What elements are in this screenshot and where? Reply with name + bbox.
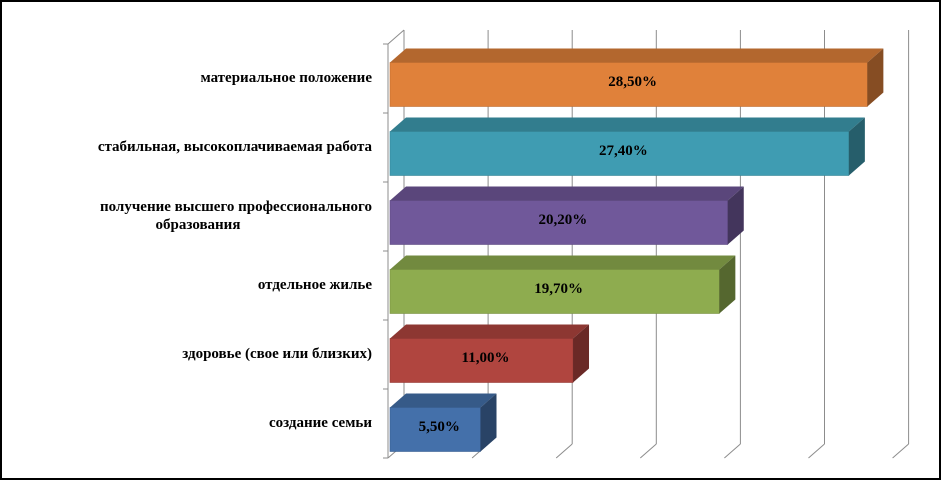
- category-label: получение высшего профессионального: [100, 199, 372, 215]
- data-label: 27,40%: [599, 143, 648, 159]
- gridline-depth: [555, 443, 573, 459]
- bar-side: [867, 48, 884, 107]
- bar-top: [390, 393, 497, 408]
- bar: [389, 200, 729, 245]
- bar-side: [719, 255, 736, 314]
- bar-side: [727, 186, 744, 245]
- bar-top: [390, 117, 865, 132]
- gridline-depth: [892, 443, 909, 459]
- bar-side: [480, 393, 497, 452]
- y-axis-top: [387, 29, 405, 45]
- data-label: 28,50%: [608, 74, 657, 90]
- bar-top: [390, 324, 590, 339]
- category-label: отдельное жилье: [258, 277, 372, 293]
- category-label: материальное положение: [200, 70, 372, 86]
- gridline-depth: [639, 443, 657, 459]
- bar: [389, 131, 850, 176]
- bar-top: [390, 255, 736, 270]
- bar-top: [390, 186, 744, 201]
- category-label: создание семьи: [269, 415, 372, 431]
- bar-side: [848, 117, 865, 176]
- category-label: здоровье (свое или близких): [182, 346, 372, 362]
- data-label: 11,00%: [462, 350, 510, 366]
- bar-top: [390, 48, 884, 63]
- bar: [389, 269, 720, 314]
- data-label: 20,20%: [539, 212, 588, 228]
- gridline-depth: [808, 443, 825, 459]
- category-label: образования: [156, 217, 241, 233]
- category-label: стабильная, высокоплачиваемая работа: [98, 139, 373, 155]
- bar: [389, 338, 574, 383]
- data-label: 5,50%: [419, 419, 460, 435]
- bar: [389, 407, 481, 452]
- gridline-depth: [724, 443, 741, 459]
- bar-side: [573, 324, 590, 383]
- data-label: 19,70%: [534, 281, 583, 297]
